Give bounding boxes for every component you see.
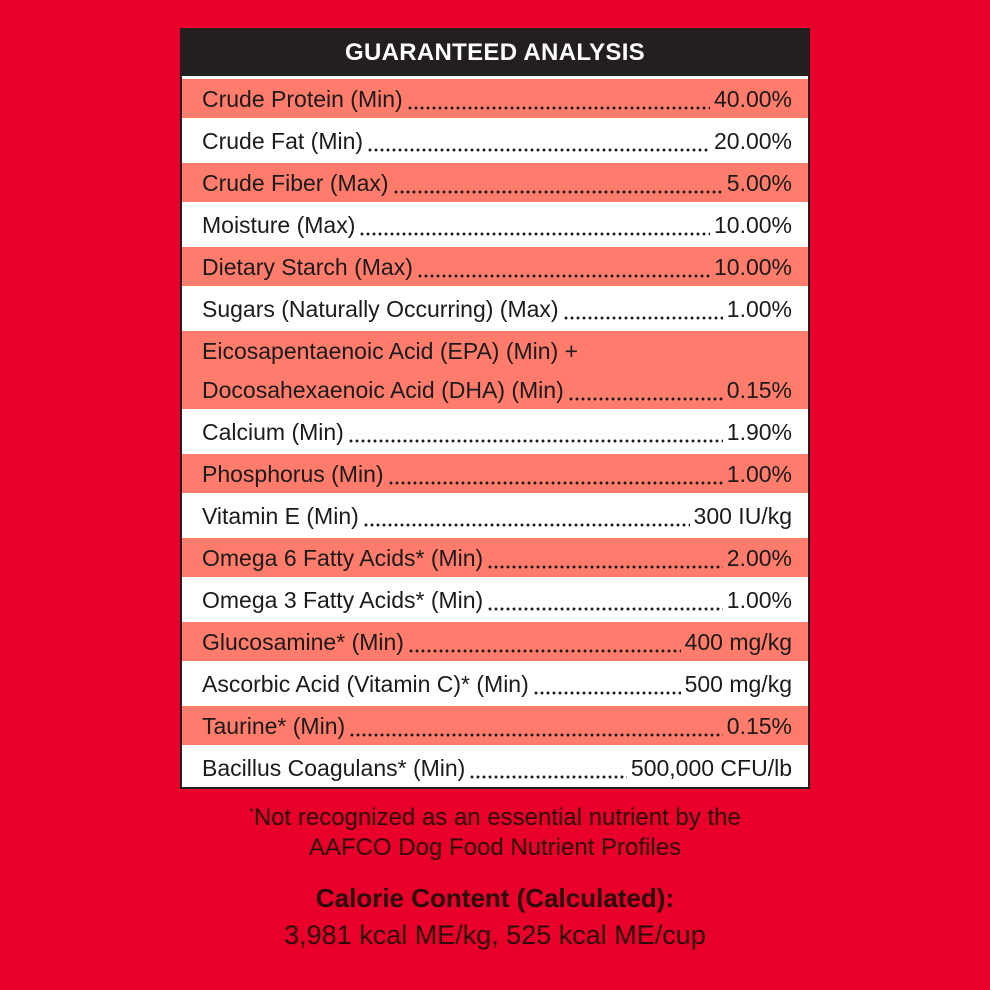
nutrient-value: 500,000 CFU/lb xyxy=(630,754,792,781)
nutrient-label: Calcium (Min) xyxy=(202,418,344,445)
nutrient-value: 1.00% xyxy=(726,460,792,487)
dot-leader xyxy=(532,671,681,696)
table-row: Bacillus Coagulans* (Min) 500,000 CFU/lb xyxy=(182,745,808,787)
nutrient-label: Dietary Starch (Max) xyxy=(202,253,413,280)
table-row: Dietary Starch (Max) 10.00% xyxy=(182,244,808,286)
dot-leader xyxy=(406,86,710,111)
table-row: Calcium (Min) 1.90% xyxy=(182,409,808,451)
nutrient-label: Vitamin E (Min) xyxy=(202,502,359,529)
nutrient-value: 1.00% xyxy=(726,295,792,322)
page: GUARANTEED ANALYSIS Crude Protein (Min) 4… xyxy=(0,28,990,950)
table-row: Crude Fat (Min) 20.00% xyxy=(182,118,808,160)
table-row: Eicosapentaenoic Acid (EPA) (Min) + Docos… xyxy=(182,328,808,409)
footnote: *Not recognized as an essential nutrient… xyxy=(0,803,990,863)
nutrient-label: Taurine* (Min) xyxy=(202,712,346,739)
guaranteed-analysis-table: GUARANTEED ANALYSIS Crude Protein (Min) 4… xyxy=(180,28,810,789)
table-row: Crude Fiber (Max) 5.00% xyxy=(182,160,808,202)
nutrient-value: 40.00% xyxy=(713,85,792,112)
nutrient-label: Eicosapentaenoic Acid (EPA) (Min) + xyxy=(202,337,579,364)
nutrient-value: 0.15% xyxy=(726,712,792,739)
nutrient-value: 2.00% xyxy=(726,544,792,571)
table-row: Omega 6 Fatty Acids* (Min) 2.00% xyxy=(182,535,808,577)
table-row: Phosphorus (Min) 1.00% xyxy=(182,451,808,493)
nutrient-label: Moisture (Max) xyxy=(202,211,356,238)
nutrient-value: 10.00% xyxy=(713,211,792,238)
dot-leader xyxy=(407,629,681,654)
footnote-mark: * xyxy=(249,805,254,819)
table-row: Omega 3 Fatty Acids* (Min) 1.00% xyxy=(182,577,808,619)
nutrient-label: Omega 6 Fatty Acids* (Min) xyxy=(202,544,484,571)
dot-leader xyxy=(416,254,710,279)
nutrient-label: Glucosamine* (Min) xyxy=(202,628,404,655)
nutrient-label-continued: Docosahexaenoic Acid (DHA) (Min) xyxy=(202,376,564,403)
nutrient-label: Crude Protein (Min) xyxy=(202,85,403,112)
dot-leader xyxy=(387,461,723,486)
nutrient-label: Ascorbic Acid (Vitamin C)* (Min) xyxy=(202,670,529,697)
dot-leader xyxy=(487,587,723,612)
nutrient-value: 5.00% xyxy=(726,169,792,196)
nutrient-label: Phosphorus (Min) xyxy=(202,460,384,487)
dot-leader xyxy=(469,755,627,780)
footnote-line-1: Not recognized as an essential nutrient … xyxy=(253,804,741,831)
dot-leader xyxy=(347,419,723,444)
nutrient-label: Crude Fiber (Max) xyxy=(202,169,389,196)
nutrient-label: Bacillus Coagulans* (Min) xyxy=(202,754,466,781)
table-body: Crude Protein (Min) 40.00% Crude Fat (Min)… xyxy=(182,76,808,787)
nutrient-value: 0.15% xyxy=(726,376,792,403)
dot-leader xyxy=(562,296,723,321)
table-row: Moisture (Max) 10.00% xyxy=(182,202,808,244)
nutrient-value: 300 IU/kg xyxy=(693,502,792,529)
table-row: Taurine* (Min) 0.15% xyxy=(182,703,808,745)
calorie-value: 3,981 kcal ME/kg, 525 kcal ME/cup xyxy=(284,920,706,950)
dot-leader xyxy=(349,713,723,738)
dot-leader xyxy=(567,377,723,402)
table-row: Sugars (Naturally Occurring) (Max) 1.00% xyxy=(182,286,808,328)
nutrient-label: Crude Fat (Min) xyxy=(202,127,364,154)
nutrient-value: 1.90% xyxy=(726,418,792,445)
nutrient-value: 20.00% xyxy=(713,127,792,154)
nutrient-value: 400 mg/kg xyxy=(684,628,792,655)
nutrient-value: 500 mg/kg xyxy=(684,670,792,697)
calorie-title: Calorie Content (Calculated): xyxy=(315,883,675,913)
table-row: Crude Protein (Min) 40.00% xyxy=(182,76,808,118)
table-row: Vitamin E (Min) 300 IU/kg xyxy=(182,493,808,535)
dot-leader xyxy=(367,128,710,153)
table-title: GUARANTEED ANALYSIS xyxy=(182,30,808,76)
dot-leader xyxy=(359,212,710,237)
nutrient-value: 1.00% xyxy=(726,586,792,613)
dot-leader xyxy=(392,170,723,195)
footnote-line-2: AAFCO Dog Food Nutrient Profiles xyxy=(308,834,682,861)
nutrient-label: Sugars (Naturally Occurring) (Max) xyxy=(202,295,559,322)
dot-leader xyxy=(487,545,723,570)
nutrient-label: Omega 3 Fatty Acids* (Min) xyxy=(202,586,484,613)
table-row: Ascorbic Acid (Vitamin C)* (Min) 500 mg/k… xyxy=(182,661,808,703)
table-row: Glucosamine* (Min) 400 mg/kg xyxy=(182,619,808,661)
dot-leader xyxy=(362,503,690,528)
nutrient-value: 10.00% xyxy=(713,253,792,280)
